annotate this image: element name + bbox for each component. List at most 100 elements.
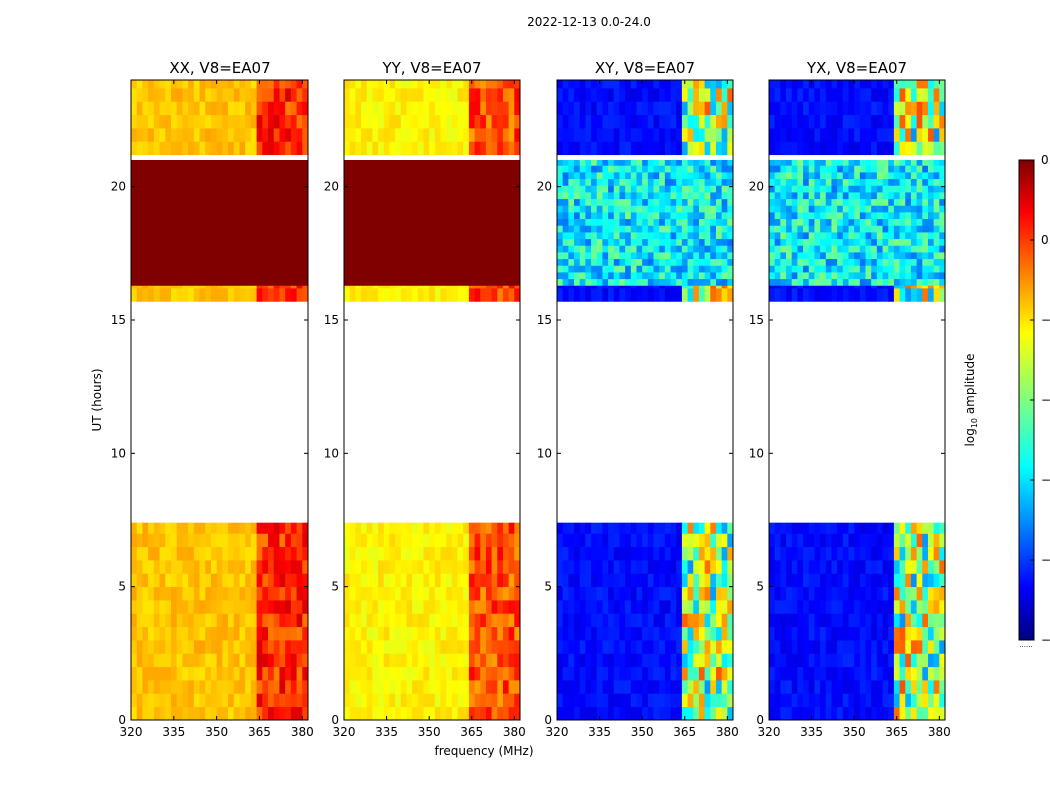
- heatmap-cell-yx: [876, 212, 883, 220]
- heatmap-cell-yy: [491, 285, 498, 289]
- heatmap-cell-xy: [642, 546, 649, 561]
- heatmap-cell-xx: [268, 522, 275, 534]
- heatmap-cell-yy: [474, 613, 481, 628]
- heatmap-cell-xx: [296, 288, 303, 302]
- heatmap-cell-yy: [451, 693, 458, 708]
- heatmap-cell-xx: [142, 245, 149, 253]
- heatmap-cell-yy: [372, 560, 379, 574]
- heatmap-cell-xx: [148, 573, 155, 588]
- heatmap-cell-yy: [383, 533, 390, 548]
- heatmap-cell-yx: [922, 272, 929, 280]
- heatmap-cell-xx: [153, 205, 160, 213]
- heatmap-cell-yx: [797, 285, 804, 289]
- heatmap-cell-xy: [653, 225, 660, 233]
- heatmap-cell-yy: [383, 232, 390, 240]
- heatmap-cell-xy: [608, 141, 615, 156]
- heatmap-cell-yx: [939, 522, 946, 534]
- heatmap-cell-xy: [585, 101, 592, 116]
- heatmap-cell-xy: [687, 653, 694, 668]
- heatmap-cell-yx: [780, 706, 787, 721]
- heatmap-cell-xy: [704, 225, 711, 233]
- heatmap-cell-xx: [136, 245, 143, 253]
- heatmap-cell-xy: [670, 278, 677, 286]
- heatmap-cell-xx: [188, 272, 195, 280]
- heatmap-cell-yy: [423, 258, 430, 266]
- heatmap-cell-yy: [502, 613, 510, 628]
- heatmap-cell-yy: [497, 185, 504, 193]
- heatmap-cell-yy: [485, 613, 493, 628]
- heatmap-cell-yx: [803, 198, 810, 206]
- heatmap-cell-yy: [400, 114, 407, 129]
- heatmap-cell-yy: [412, 128, 419, 142]
- heatmap-cell-yy: [389, 653, 396, 668]
- heatmap-cell-xx: [250, 288, 258, 302]
- heatmap-cell-yy: [349, 212, 356, 220]
- heatmap-cell-yy: [406, 693, 413, 708]
- heatmap-cell-yx: [865, 560, 872, 574]
- heatmap-cell-xy: [613, 205, 620, 213]
- heatmap-cell-xx: [279, 640, 286, 654]
- heatmap-cell-yx: [871, 706, 878, 721]
- heatmap-cell-yx: [848, 613, 855, 628]
- heatmap-cell-yx: [910, 245, 918, 253]
- heatmap-cell-xy: [608, 101, 615, 116]
- heatmap-cell-xx: [142, 546, 149, 561]
- heatmap-cell-xy: [659, 165, 666, 173]
- heatmap-cell-xy: [687, 128, 694, 142]
- heatmap-cell-xy: [585, 258, 592, 266]
- heatmap-cell-yy: [497, 80, 504, 89]
- heatmap-cell-xx: [188, 225, 195, 233]
- heatmap-cell-xx: [142, 653, 149, 668]
- heatmap-cell-yy: [389, 160, 396, 166]
- heatmap-cell-yy: [434, 265, 441, 273]
- heatmap-cell-xx: [188, 141, 195, 156]
- heatmap-cell-yy: [491, 238, 498, 246]
- heatmap-cell-xy: [715, 88, 723, 102]
- heatmap-cell-yy: [485, 218, 493, 226]
- heatmap-cell-xy: [608, 288, 615, 302]
- heatmap-cell-xy: [704, 680, 711, 694]
- heatmap-cell-yy: [395, 560, 402, 574]
- heatmap-cell-yy: [491, 185, 498, 193]
- heatmap-cell-yx: [871, 185, 878, 193]
- heatmap-cell-xx: [193, 626, 200, 641]
- heatmap-cell-xy: [698, 573, 706, 588]
- heatmap-cell-xx: [205, 114, 212, 129]
- heatmap-cell-yx: [893, 560, 900, 574]
- heatmap-cell-xx: [279, 626, 286, 641]
- heatmap-cell-xy: [698, 128, 706, 142]
- heatmap-cell-xx: [188, 80, 195, 89]
- y-tick-label: 15: [111, 313, 126, 327]
- heatmap-cell-yx: [922, 265, 929, 273]
- heatmap-cell-yx: [774, 522, 781, 534]
- heatmap-cell-yy: [474, 198, 481, 206]
- heatmap-cell-yy: [451, 198, 458, 206]
- heatmap-cell-yx: [786, 666, 793, 681]
- heatmap-cell-xx: [193, 185, 200, 193]
- heatmap-cell-yx: [922, 238, 929, 246]
- heatmap-cell-yy: [485, 80, 493, 89]
- heatmap-cell-yx: [939, 192, 946, 200]
- heatmap-cell-yy: [457, 88, 464, 102]
- heatmap-cell-xx: [188, 172, 195, 180]
- heatmap-cell-xx: [268, 272, 275, 280]
- heatmap-cell-xy: [602, 640, 609, 654]
- heatmap-cell-xy: [659, 522, 666, 534]
- heatmap-cell-xx: [165, 666, 172, 681]
- heatmap-cell-yy: [491, 192, 498, 200]
- heatmap-cell-yy: [514, 232, 521, 240]
- heatmap-cell-yy: [344, 522, 351, 534]
- heatmap-cell-yx: [786, 278, 793, 286]
- heatmap-cell-xx: [302, 101, 309, 116]
- heatmap-cell-yy: [440, 522, 447, 534]
- heatmap-cell-yy: [378, 600, 385, 614]
- heatmap-cell-xx: [268, 613, 275, 628]
- heatmap-cell-xx: [142, 626, 149, 641]
- heatmap-cell-xx: [239, 285, 246, 289]
- heatmap-cell-xy: [574, 141, 581, 156]
- heatmap-cell-xy: [585, 640, 592, 654]
- heatmap-cell-xy: [574, 680, 581, 694]
- heatmap-cell-xy: [613, 88, 620, 102]
- heatmap-cell-xx: [268, 288, 275, 302]
- heatmap-cell-xy: [664, 160, 671, 166]
